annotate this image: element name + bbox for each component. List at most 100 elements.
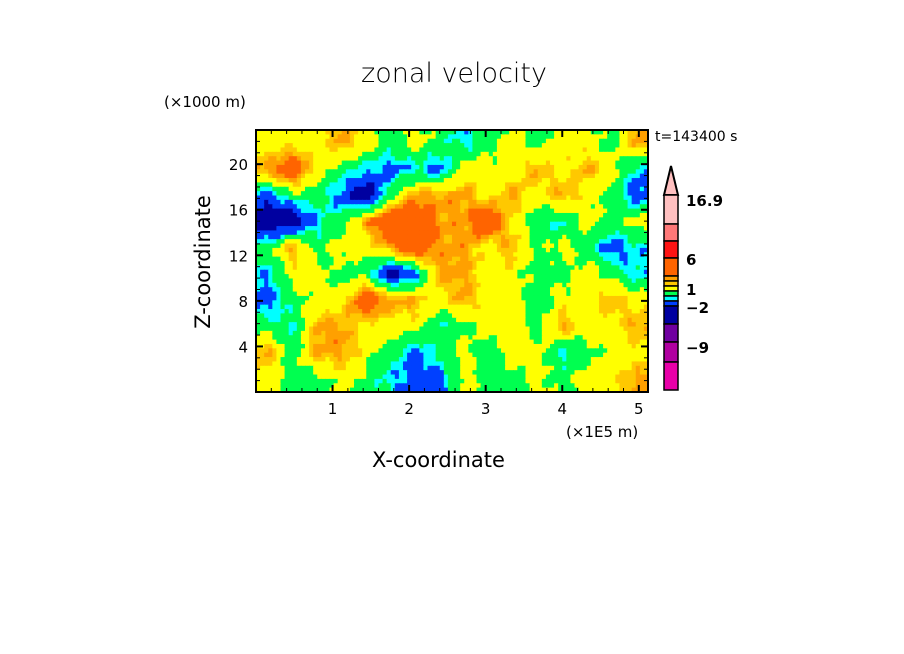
contour-cell [423, 274, 429, 280]
contour-cell [468, 343, 474, 349]
contour-cell [558, 309, 563, 314]
contour-cell [578, 151, 584, 157]
contour-cell [341, 182, 347, 188]
contour-cell [521, 164, 527, 170]
contour-cell [562, 317, 567, 323]
contour-cell [288, 352, 294, 358]
contour-cell [550, 169, 555, 175]
contour-cell [419, 309, 425, 314]
contour-cell [513, 151, 518, 157]
contour-cell [415, 269, 420, 275]
contour-cell [309, 164, 314, 170]
contour-cell [390, 138, 396, 144]
contour-cell [525, 204, 531, 210]
contour-cell [635, 261, 641, 266]
contour-cell [525, 239, 531, 245]
contour-cell [574, 178, 580, 183]
contour-cell [603, 199, 608, 205]
contour-cell [435, 182, 441, 188]
contour-cell [378, 343, 384, 349]
contour-cell [501, 212, 506, 218]
contour-cell [398, 212, 404, 218]
contour-cell [582, 243, 588, 249]
contour-cell [443, 269, 449, 275]
contour-cell [443, 339, 449, 345]
contour-cell [582, 138, 588, 144]
contour-cell [419, 178, 425, 183]
contour-cell [492, 313, 498, 319]
contour-cell [366, 134, 371, 140]
contour-cell [366, 326, 371, 332]
contour-cell [517, 282, 523, 288]
contour-cell [627, 164, 633, 170]
contour-cell [370, 317, 376, 323]
contour-cell [260, 300, 265, 306]
contour-cell [643, 313, 649, 319]
contour-cell [545, 300, 551, 306]
contour-cell [341, 195, 347, 201]
contour-cell [337, 265, 343, 271]
contour-cell [607, 291, 612, 297]
contour-cell [529, 295, 535, 301]
contour-cell [529, 348, 535, 354]
contour-cell [349, 138, 355, 144]
contour-cell [390, 204, 396, 210]
contour-cell [550, 348, 555, 354]
contour-cell [280, 304, 286, 310]
contour-cell [460, 143, 465, 149]
contour-cell [313, 164, 318, 170]
contour-cell [390, 352, 396, 358]
contour-cell [603, 204, 608, 210]
contour-cell [439, 156, 445, 162]
contour-cell [435, 226, 441, 232]
contour-cell [309, 199, 314, 205]
contour-cell [378, 269, 384, 275]
contour-cell [611, 265, 616, 271]
contour-cell [590, 134, 596, 140]
contour-cell [354, 291, 359, 297]
contour-cell [541, 186, 547, 192]
contour-cell [329, 265, 335, 271]
contour-cell [472, 295, 478, 301]
contour-cell [260, 348, 265, 354]
contour-cell [452, 274, 457, 280]
contour-cell [288, 230, 294, 236]
contour-cell [586, 239, 592, 245]
contour-cell [631, 335, 637, 341]
contour-cell [599, 300, 604, 306]
contour-cell [578, 326, 584, 332]
contour-cell [521, 243, 527, 249]
contour-cell [599, 151, 604, 157]
contour-cell [480, 252, 486, 258]
contour-cell [627, 204, 633, 210]
contour-cell [288, 143, 294, 149]
contour-cell [615, 295, 621, 301]
contour-cell [594, 274, 600, 280]
contour-cell [607, 256, 612, 262]
contour-cell [288, 247, 294, 253]
contour-cell [525, 169, 531, 175]
contour-cell [615, 256, 621, 262]
contour-cell [517, 300, 523, 306]
contour-cell [280, 212, 286, 218]
contour-cell [390, 300, 396, 306]
contour-cell [390, 304, 396, 310]
contour-cell [280, 178, 286, 183]
contour-cell [358, 352, 363, 358]
contour-cell [623, 169, 629, 175]
contour-cell [296, 243, 302, 249]
contour-cell [378, 208, 384, 214]
contour-cell [603, 130, 608, 135]
contour-cell [582, 164, 588, 170]
contour-cell [407, 164, 412, 170]
contour-cell [415, 261, 420, 266]
contour-cell [558, 291, 563, 297]
contour-cell [329, 330, 335, 336]
contour-cell [358, 234, 363, 240]
contour-cell [423, 282, 429, 288]
contour-cell [562, 143, 567, 149]
contour-cell [537, 147, 543, 153]
contour-cell [513, 326, 518, 332]
contour-cell [623, 274, 629, 280]
contour-cell [321, 322, 327, 328]
